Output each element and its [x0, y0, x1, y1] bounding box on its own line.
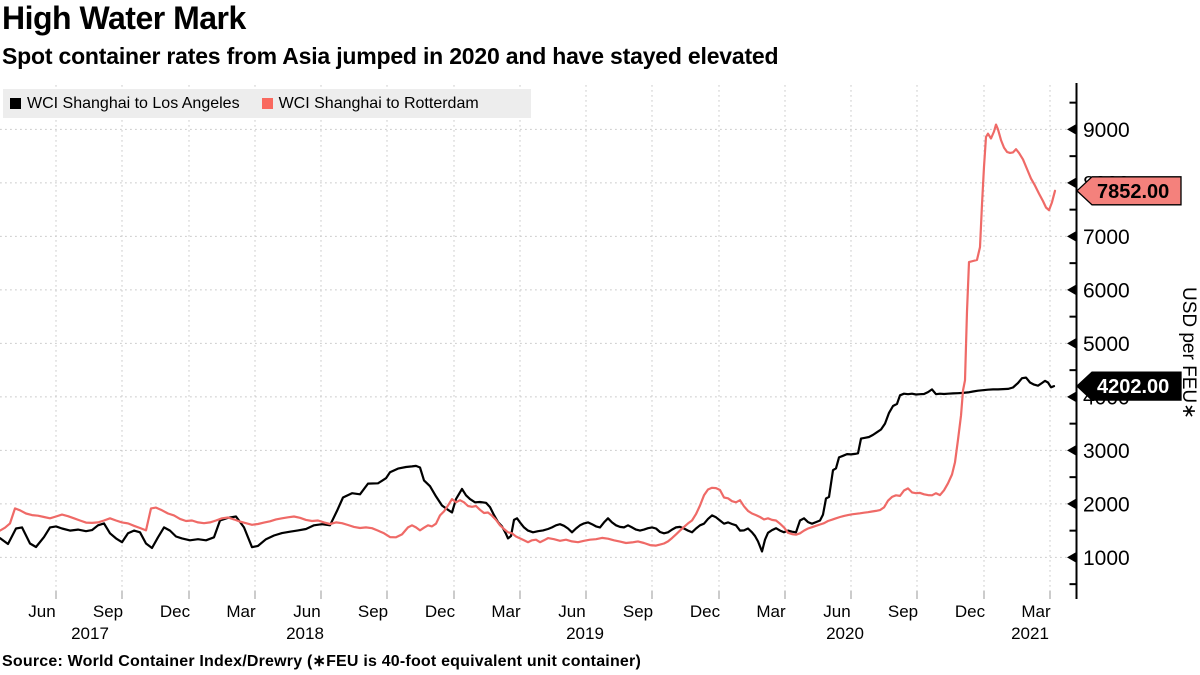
x-month-label: Dec: [160, 602, 191, 621]
y-tick-label: 9000: [1083, 119, 1130, 142]
source-note: Source: World Container Index/Drewry (∗F…: [2, 653, 641, 670]
legend-item-shanghai-rotterdam: WCI Shanghai to Rotterdam: [261, 94, 479, 113]
x-month-label: Dec: [690, 602, 721, 621]
x-month-label: Jun: [558, 602, 585, 621]
y-major-tick-arrow: [1067, 551, 1077, 563]
x-year-label: 2019: [566, 624, 604, 643]
y-major-tick-arrow: [1067, 498, 1077, 510]
legend-swatch-rotterdam-icon: [261, 98, 273, 109]
y-tick-label: 2000: [1083, 493, 1130, 516]
y-major-tick-arrow: [1067, 444, 1077, 456]
y-tick-label: 1000: [1083, 547, 1130, 570]
y-axis-title: USD per FEU∗: [1178, 287, 1199, 419]
y-tick-label: 6000: [1083, 279, 1130, 302]
series-line-rotterdam: [0, 123, 1057, 547]
x-month-label: Dec: [425, 602, 456, 621]
x-month-label: Sep: [93, 602, 123, 621]
x-month-label: Mar: [1021, 602, 1051, 621]
y-tick-label: 3000: [1083, 440, 1130, 463]
x-month-label: Jun: [293, 602, 320, 621]
x-month-label: Dec: [955, 602, 986, 621]
legend-label-shanghai-la: WCI Shanghai to Los Angeles: [27, 94, 240, 112]
x-month-label: Mar: [756, 602, 786, 621]
y-major-tick-arrow: [1067, 230, 1077, 242]
x-month-label: Sep: [888, 602, 918, 621]
y-major-tick-arrow: [1067, 391, 1077, 403]
legend-label-shanghai-rotterdam: WCI Shanghai to Rotterdam: [278, 94, 479, 112]
page-subtitle: Spot container rates from Asia jumped in…: [2, 43, 779, 69]
price-tag-los-angeles: [1076, 371, 1182, 401]
y-tick-label: 7000: [1083, 226, 1130, 249]
x-year-label: 2020: [826, 624, 864, 643]
legend-item-shanghai-la: WCI Shanghai to Los Angeles: [10, 95, 240, 113]
y-major-tick-arrow: [1067, 284, 1077, 296]
y-major-tick-arrow: [1067, 337, 1077, 349]
x-month-label: Jun: [823, 602, 850, 621]
x-month-label: Mar: [491, 602, 521, 621]
price-tag-label-los-angeles: 4202.00: [1097, 376, 1169, 398]
price-tag-rotterdam: [1076, 176, 1182, 206]
x-month-label: Mar: [226, 602, 256, 621]
x-month-label: Sep: [358, 602, 388, 621]
series-line-los-angeles: [0, 376, 1056, 553]
price-tag-label-rotterdam: 7852.00: [1097, 181, 1169, 203]
x-month-label: Jun: [28, 602, 55, 621]
x-year-label: 2018: [286, 624, 324, 643]
page-title: High Water Mark: [2, 0, 246, 36]
y-tick-label: 5000: [1083, 333, 1130, 356]
y-major-tick-arrow: [1067, 177, 1077, 189]
y-major-tick-arrow: [1067, 123, 1077, 135]
legend: WCI Shanghai to Los Angeles WCI Shanghai…: [3, 89, 531, 118]
x-year-label: 2021: [1011, 624, 1049, 643]
x-year-label: 2017: [71, 624, 109, 643]
legend-swatch-la-icon: [10, 98, 21, 109]
x-month-label: Sep: [623, 602, 653, 621]
